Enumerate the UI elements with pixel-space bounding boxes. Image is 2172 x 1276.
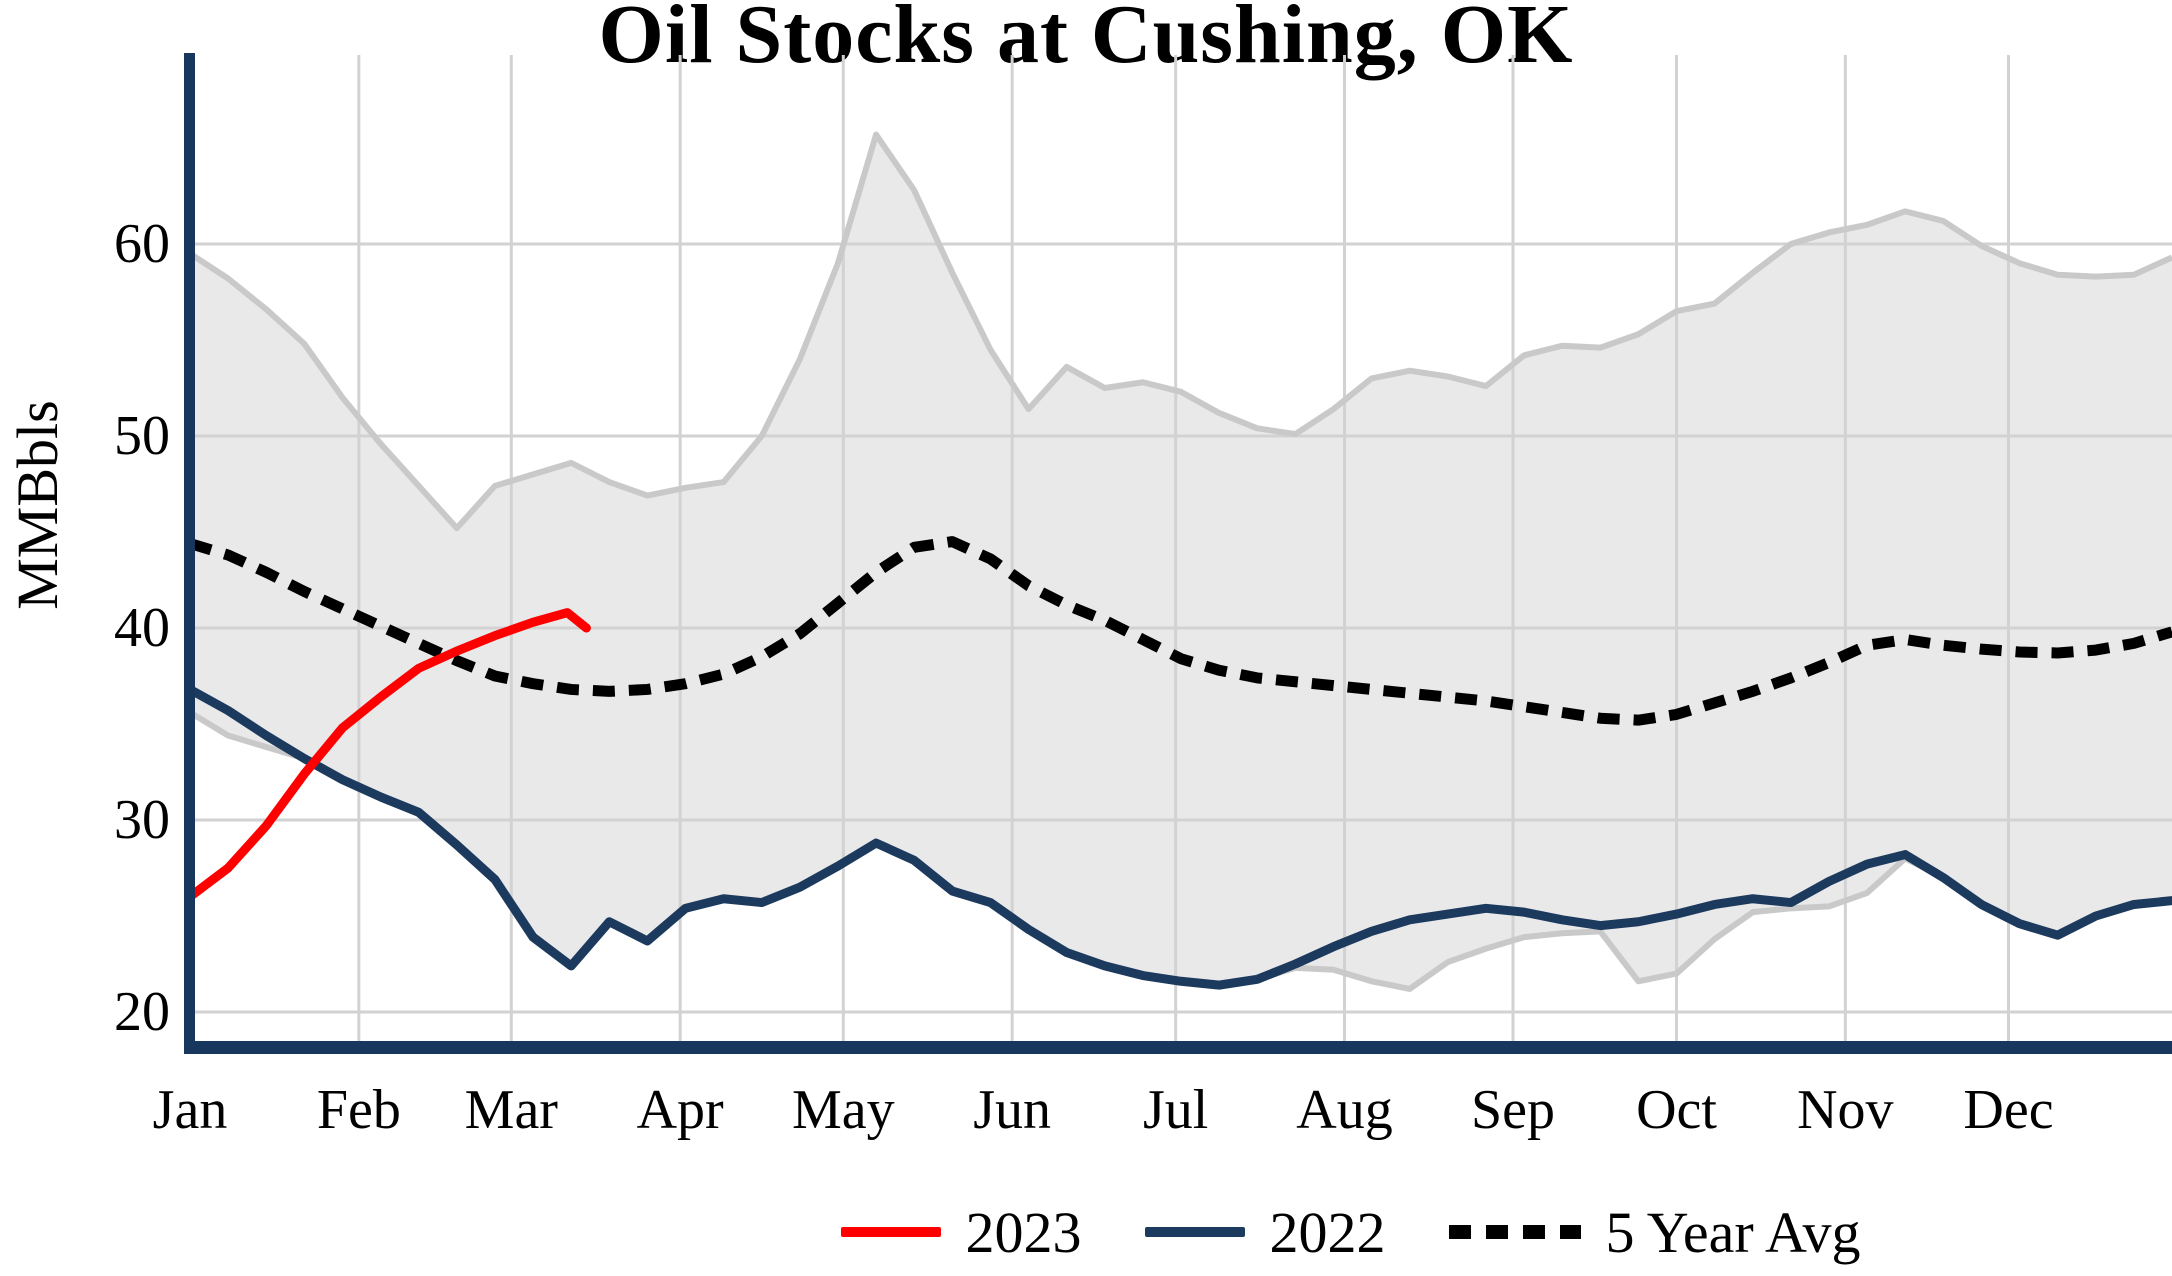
y-tick-label-20: 20: [114, 981, 170, 1043]
y-tick-label-40: 40: [114, 597, 170, 659]
x-tick-label-Feb: Feb: [316, 1079, 401, 1141]
x-tick-label-May: May: [791, 1079, 895, 1141]
x-tick-label-Jun: Jun: [973, 1079, 1052, 1141]
legend-label-2023: 2023: [965, 1199, 1082, 1265]
x-tick-label-Dec: Dec: [1963, 1079, 2054, 1141]
x-tick-label-Nov: Nov: [1797, 1079, 1894, 1141]
y-tick-label-30: 30: [114, 789, 170, 851]
x-tick-label-Apr: Apr: [636, 1079, 724, 1141]
line-5-year-avg: [188, 536, 2172, 726]
legend-item-2023: 2023: [841, 1199, 1081, 1266]
chart-title: Oil Stocks at Cushing, OK: [598, 0, 1574, 81]
y-tick-label-50: 50: [114, 405, 170, 467]
band-upper-edge: [188, 131, 2172, 532]
legend: 2023 2022 5 Year Avg: [0, 1192, 2172, 1272]
legend-label-5yr-avg: 5 Year Avg: [1605, 1199, 1861, 1265]
x-tick-label-Aug: Aug: [1296, 1079, 1393, 1141]
line-2023: [185, 608, 591, 902]
legend-label-2022: 2022: [1269, 1199, 1386, 1265]
x-tick-label-Jan: Jan: [152, 1079, 228, 1141]
x-tick-label-Jul: Jul: [1142, 1079, 1209, 1141]
legend-swatch-2023-red-line: [841, 1227, 942, 1237]
x-tick-label-Mar: Mar: [464, 1079, 558, 1141]
x-tick-label-Oct: Oct: [1636, 1079, 1717, 1141]
legend-item-2022: 2022: [1145, 1199, 1385, 1266]
x-tick-label-Sep: Sep: [1470, 1079, 1555, 1141]
line-2022: [185, 684, 2172, 990]
y-tick-label-60: 60: [114, 213, 170, 275]
y-axis-spine: [184, 53, 195, 1053]
legend-item-5yr-avg: 5 Year Avg: [1449, 1199, 1861, 1266]
legend-swatch-5yr-avg-dotted-line: [1449, 1225, 1582, 1239]
x-axis-spine: [184, 1041, 2172, 1054]
legend-swatch-2022-navy-line: [1145, 1227, 1246, 1237]
